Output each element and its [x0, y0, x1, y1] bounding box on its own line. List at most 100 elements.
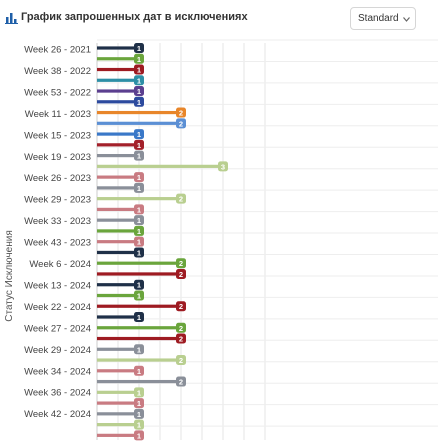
bar-rect	[97, 229, 137, 233]
bar-data-label: 1	[137, 76, 141, 85]
chart-style-select[interactable]: Standard	[350, 7, 416, 30]
bar: 1	[97, 139, 144, 150]
bar-value-badge	[134, 75, 144, 86]
bar-data-label: 2	[179, 119, 183, 128]
bar-value-badge	[134, 53, 144, 64]
bar-data-label: 1	[137, 227, 141, 236]
bar-value-badge	[176, 376, 186, 387]
y-tick-label: Week 36 - 2024	[24, 388, 91, 399]
chevron-down-icon	[403, 17, 410, 22]
y-tick-label: Week 33 - 2023	[24, 216, 91, 227]
bar-data-label: 1	[137, 388, 141, 397]
y-tick-label: Week 29 - 2024	[24, 345, 91, 356]
bar: 2	[97, 333, 186, 344]
bar-data-label: 1	[137, 313, 141, 322]
y-tick-label: Week 6 - 2024	[29, 259, 91, 270]
bar-rect	[97, 412, 137, 416]
bar-rect	[97, 207, 137, 211]
bar: 1	[97, 86, 144, 97]
bar-value-badge	[134, 172, 144, 183]
bar-value-badge	[134, 96, 144, 107]
bar-value-badge	[134, 225, 144, 236]
bar-rect	[97, 261, 179, 265]
y-tick-label: Week 11 - 2023	[25, 109, 91, 120]
bar-rect	[97, 401, 137, 405]
bar-data-label: 2	[179, 270, 183, 279]
bar-data-label: 1	[137, 281, 141, 290]
bar-data-label: 1	[137, 173, 141, 182]
bar: 1	[97, 172, 144, 183]
bar-data-label: 1	[137, 291, 141, 300]
bar: 1	[97, 182, 144, 193]
chart-title: График запрошенных дат в исключениях	[21, 11, 248, 23]
bar-rect	[97, 121, 179, 125]
bar: 1	[97, 398, 144, 409]
bar-data-label: 2	[179, 378, 183, 387]
bar-value-badge	[134, 86, 144, 97]
bar-rect	[97, 379, 179, 384]
bar-value-badge	[134, 139, 144, 150]
bar-data-label: 2	[179, 335, 183, 344]
bar: 1	[97, 43, 144, 53]
bar-value-badge	[134, 365, 144, 376]
bar-data-label: 2	[179, 302, 183, 311]
bar-rect	[97, 197, 179, 201]
bar-rect	[97, 100, 137, 104]
bar: 1	[97, 204, 144, 215]
bar-value-badge	[176, 301, 186, 312]
bar-rect	[97, 132, 137, 136]
bar-value-badge	[134, 312, 144, 322]
bar-data-label: 2	[179, 259, 183, 268]
bar-value-badge	[134, 408, 144, 419]
y-tick-label: Week 53 - 2022	[24, 87, 91, 98]
bar-rect	[97, 78, 137, 82]
bar-value-badge	[134, 204, 144, 215]
bar-value-badge	[176, 268, 186, 279]
bar-rect	[97, 272, 179, 276]
bar-rect	[97, 283, 137, 287]
bar-data-label: 3	[221, 162, 225, 171]
bar-rect	[97, 390, 137, 394]
bar-value-badge	[176, 258, 186, 269]
bar-value-badge	[134, 215, 144, 226]
bar: 1	[97, 75, 144, 86]
bar: 1	[97, 312, 144, 322]
bar: 1	[97, 96, 144, 107]
bar-value-badge	[176, 355, 186, 366]
bar-value-badge	[176, 107, 186, 118]
bar-rect	[97, 358, 179, 362]
y-tick-label: Week 27 - 2024	[24, 323, 91, 334]
bar-chart-icon	[5, 13, 18, 24]
bar: 3	[97, 161, 228, 172]
bar-value-badge	[134, 150, 144, 161]
bar-value-badge	[134, 387, 144, 398]
bar-value-badge	[134, 398, 144, 409]
y-tick-label: Week 43 - 2023	[24, 238, 91, 249]
bar: 2	[97, 118, 186, 129]
bar: 1	[97, 279, 144, 290]
y-axis-title: Статус Исключения	[4, 230, 15, 321]
y-tick-label: Week 42 - 2024	[24, 409, 91, 420]
bar: 1	[97, 365, 144, 376]
bar-data-label: 1	[137, 216, 141, 225]
bar-value-badge	[176, 333, 186, 344]
bar: 1	[97, 64, 144, 75]
bar-rect	[97, 433, 137, 437]
bar-value-badge	[176, 193, 186, 204]
bar-data-label: 1	[137, 345, 141, 354]
bar-data-label: 2	[179, 356, 183, 365]
bar-value-badge	[176, 118, 186, 129]
y-tick-label: Week 29 - 2023	[24, 195, 91, 206]
bar: 1	[97, 150, 144, 161]
y-tick-label: Week 26 - 2023	[24, 173, 91, 184]
bar-rect	[97, 154, 137, 158]
bar-rect	[97, 336, 179, 341]
bar-data-label: 1	[137, 248, 141, 257]
bar: 2	[97, 107, 186, 118]
bar-data-label: 1	[137, 205, 141, 214]
bar-rect	[97, 186, 137, 190]
bar-value-badge	[134, 64, 144, 75]
bar-rect	[97, 143, 137, 147]
bar-data-label: 1	[137, 399, 141, 408]
bar-rect	[97, 347, 137, 351]
